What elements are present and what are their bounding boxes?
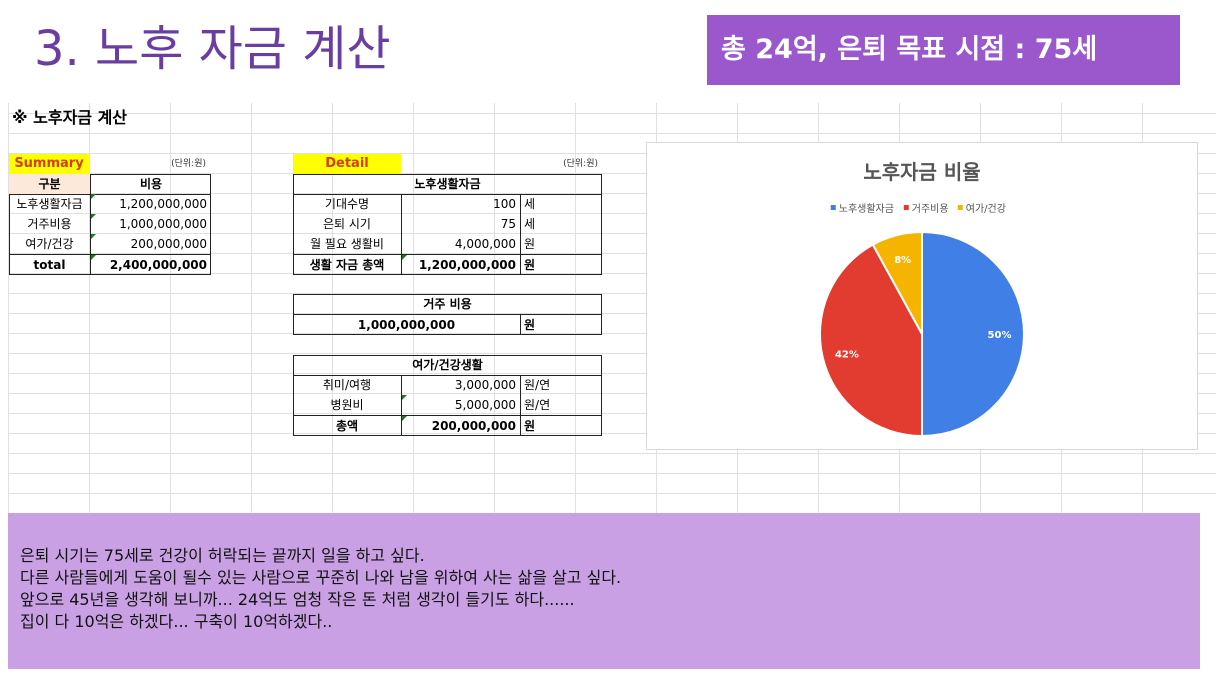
summary-row-value: 200,000,000 <box>130 237 207 251</box>
summary-col-header: 비용 <box>139 177 163 191</box>
pie-data-label: 50% <box>988 330 1012 341</box>
living-total-value: 1,200,000,000 <box>418 258 516 272</box>
housing-cost-title: 거주 비용 <box>423 297 472 311</box>
living-row-value: 75 <box>500 217 516 231</box>
leisure-row-unit: 원/연 <box>524 398 551 412</box>
summary-total-value: 2,400,000,000 <box>109 258 207 272</box>
living-row-unit: 세 <box>524 217 536 231</box>
living-row-name: 은퇴 시기 <box>323 217 371 231</box>
summary-row-value: 1,000,000,000 <box>119 217 207 231</box>
comment-line: 앞으로 45년을 생각해 보니까... 24억도 엄청 작은 돈 처럼 생각이 … <box>20 590 575 609</box>
legend-label: 거주비용 <box>912 203 949 215</box>
comment-box: 은퇴 시기는 75세로 건강이 허락되는 끝까지 일을 하고 싶다. 다른 사람… <box>8 513 1200 669</box>
living-row-name: 월 필요 생활비 <box>310 237 384 251</box>
living-cost-table <box>293 174 602 275</box>
living-row-name: 기대수명 <box>324 197 370 211</box>
legend-swatch <box>830 205 836 210</box>
legend-label: 여가/건강 <box>966 203 1006 215</box>
goal-banner: 총 24억, 은퇴 목표 시점 : 75세 <box>707 15 1180 85</box>
pie-data-label: 8% <box>894 255 911 266</box>
pie-slice[interactable] <box>819 243 923 438</box>
leisure-total-unit: 원 <box>524 419 536 433</box>
summary-row-value: 1,200,000,000 <box>119 197 207 211</box>
detail-label: Detail <box>293 154 401 174</box>
housing-cost-value: 1,000,000,000 <box>357 318 456 332</box>
summary-label: Summary <box>9 154 89 174</box>
pie-chart-panel[interactable]: 노후자금 비율 노후생활자금 거주비용 여가/건강 50% 42% 8% <box>646 142 1198 450</box>
legend-swatch <box>903 205 909 210</box>
living-total-name: 생활 자금 총액 <box>309 258 385 272</box>
detail-unit: (단위:원) <box>563 159 598 169</box>
summary-row-name: 여가/건강 <box>25 237 74 251</box>
slide-title: 3. 노후 자금 계산 <box>34 21 391 77</box>
summary-total-label: total <box>33 258 66 272</box>
sheet-heading: ※ 노후자금 계산 <box>12 108 128 127</box>
living-cost-title: 노후생활자금 <box>414 177 481 191</box>
legend-label: 노후생활자금 <box>839 202 894 215</box>
leisure-row-name: 병원비 <box>330 398 364 412</box>
chart-legend: 노후생활자금 거주비용 여가/건강 <box>830 202 1006 215</box>
comment-line: 다른 사람들에게 도움이 될수 있는 사람으로 꾸준히 나와 남을 위하여 사는… <box>20 568 622 587</box>
leisure-row-value: 3,000,000 <box>454 378 516 392</box>
living-row-unit: 세 <box>524 197 536 211</box>
comment-line: 집이 다 10억은 하겠다... 구축이 10억하겠다.. <box>20 612 333 631</box>
summary-col-header: 구분 <box>9 174 90 194</box>
pie-data-label: 42% <box>835 349 859 360</box>
leisure-row-value: 5,000,000 <box>454 398 516 412</box>
leisure-total-value: 200,000,000 <box>431 419 516 433</box>
living-row-value: 100 <box>493 197 516 211</box>
leisure-cost-table <box>293 355 602 436</box>
summary-row-name: 노후생활자금 <box>16 197 83 211</box>
pie-chart: 노후자금 비율 노후생활자금 거주비용 여가/건강 50% 42% 8% <box>819 160 1025 438</box>
pie-slice[interactable] <box>921 230 1025 438</box>
living-row-value: 4,000,000 <box>454 237 516 251</box>
housing-cost-unit: 원 <box>524 318 536 332</box>
living-row-unit: 원 <box>524 237 536 251</box>
pie-data-labels: 50% 42% 8% <box>835 255 1012 360</box>
leisure-row-unit: 원/연 <box>524 378 551 392</box>
chart-title: 노후자금 비율 <box>863 160 980 184</box>
living-total-unit: 원 <box>524 258 536 272</box>
summary-row-name: 거주비용 <box>27 217 72 231</box>
summary-unit: (단위:원) <box>171 159 206 169</box>
leisure-total-name: 총액 <box>335 419 359 433</box>
leisure-row-name: 취미/여행 <box>322 378 372 392</box>
leisure-cost-title: 여가/건강생활 <box>412 358 483 372</box>
pie-slices <box>819 230 1025 438</box>
comment-line: 은퇴 시기는 75세로 건강이 허락되는 끝까지 일을 하고 싶다. <box>20 546 425 565</box>
pie-slice[interactable] <box>871 230 923 335</box>
legend-swatch <box>957 205 963 210</box>
summary-table <box>9 174 211 275</box>
